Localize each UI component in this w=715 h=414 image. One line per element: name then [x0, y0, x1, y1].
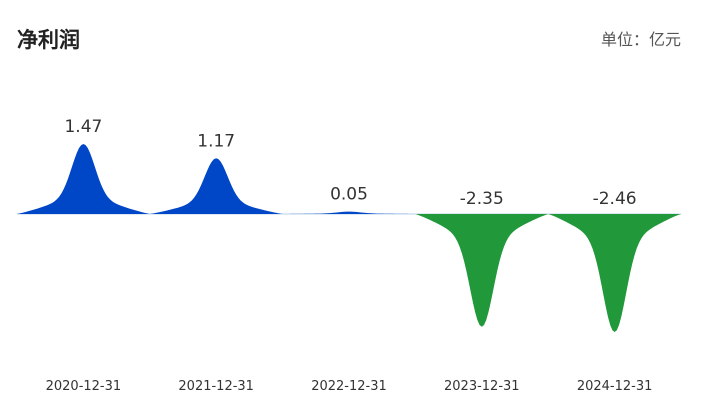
value-label: 1.47: [64, 117, 102, 137]
category-label: 2020-12-31: [46, 379, 122, 394]
area-peak-2020-12-31: [17, 144, 150, 214]
unit-label: 单位：亿元: [600, 30, 681, 49]
value-label: 0.05: [330, 185, 368, 205]
value-label: -2.46: [593, 189, 637, 209]
chart-title: 净利润: [17, 28, 80, 52]
category-label: 2024-12-31: [577, 379, 653, 394]
area-peak-2021-12-31: [149, 158, 283, 214]
area-peak-2022-12-31: [282, 211, 416, 214]
category-label: 2023-12-31: [444, 379, 520, 394]
area-peak-2024-12-31: [548, 214, 681, 332]
category-label: 2022-12-31: [311, 379, 387, 394]
category-label: 2021-12-31: [178, 379, 254, 394]
area-peak-2023-12-31: [415, 214, 549, 327]
value-label: -2.35: [460, 189, 504, 209]
value-label: 1.17: [197, 131, 235, 151]
